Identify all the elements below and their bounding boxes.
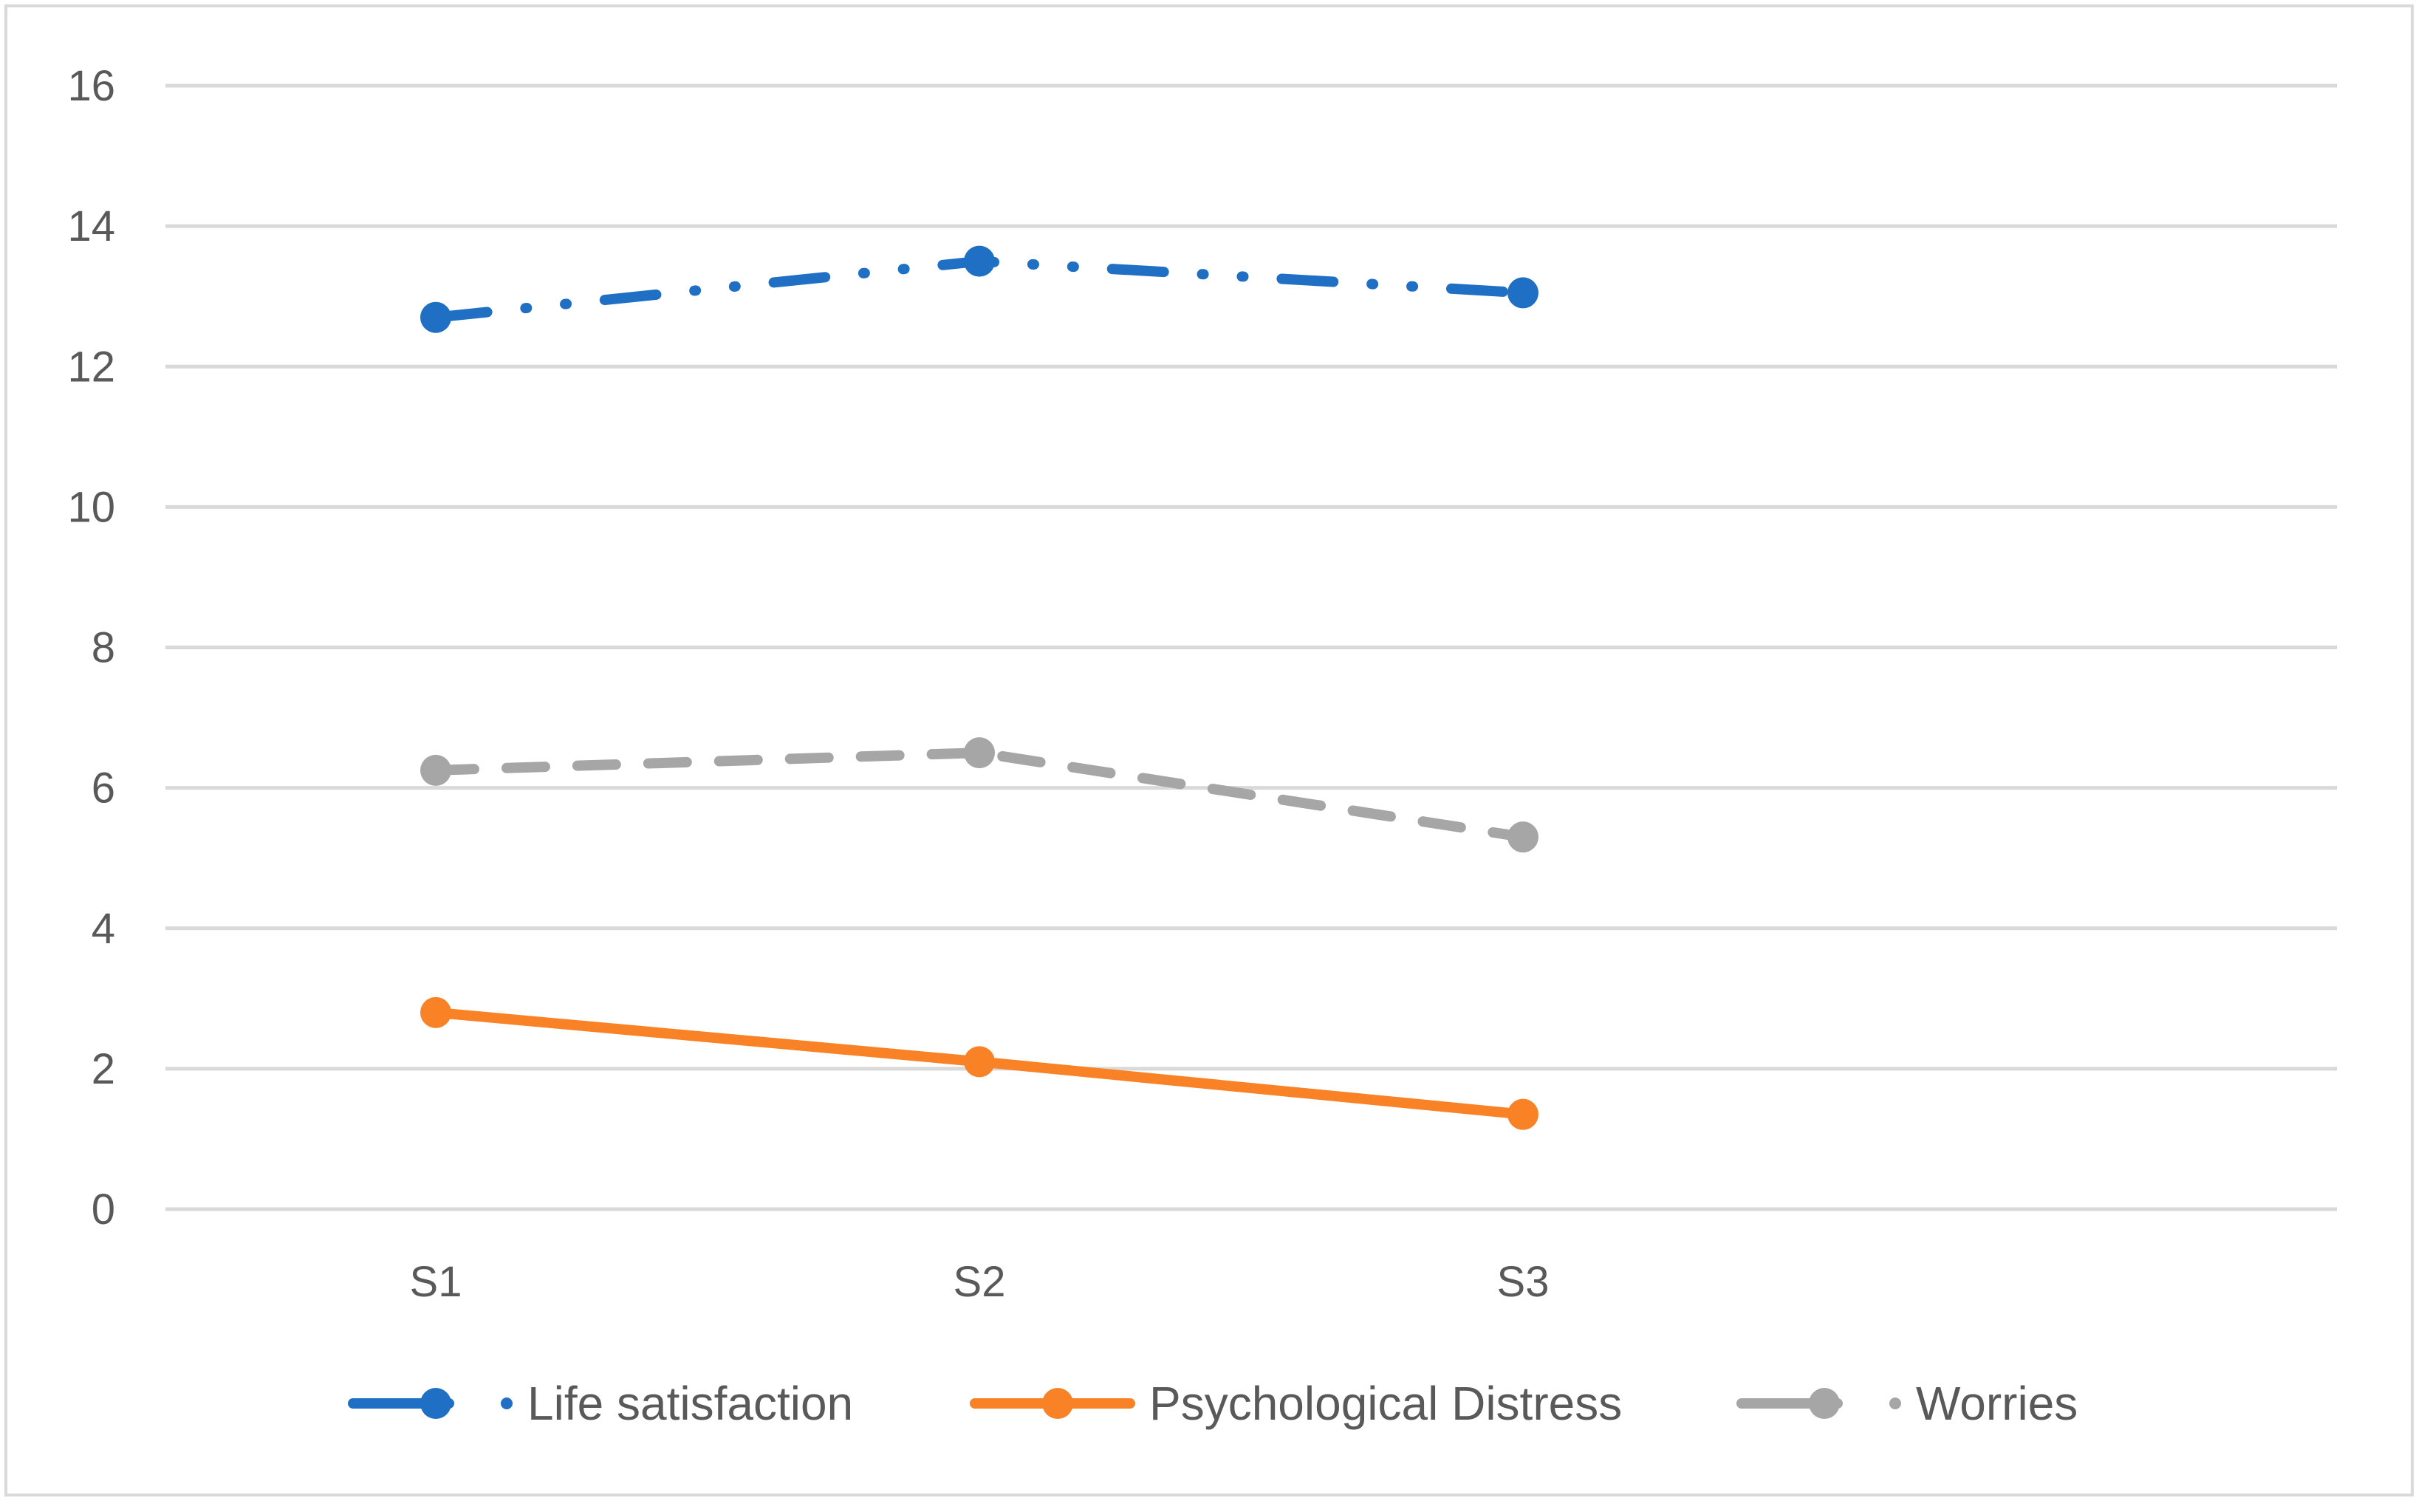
data-point: [964, 737, 995, 769]
legend-label: Psychological Distress: [1149, 1377, 1622, 1430]
x-tick-label: S1: [410, 1258, 462, 1306]
x-tick-label: S2: [954, 1258, 1006, 1306]
gridlines: [165, 83, 2337, 1211]
y-tick-label: 12: [67, 343, 115, 391]
x-axis-tick-labels: S1 S2 S3: [410, 1258, 1550, 1306]
data-point: [1507, 277, 1538, 309]
chart-frame: [4, 4, 2414, 1496]
x-tick-label: S3: [1497, 1258, 1550, 1306]
y-tick-label: 0: [92, 1186, 115, 1234]
y-tick-label: 6: [92, 764, 115, 813]
series-life-satisfaction: [420, 245, 1538, 333]
y-tick-label: 4: [92, 905, 115, 953]
series-worries: [420, 737, 1538, 853]
data-point: [420, 301, 451, 333]
data-point: [420, 754, 451, 786]
legend: Life satisfaction Psychological Distress W…: [348, 1377, 2078, 1430]
legend-label: Life satisfaction: [527, 1377, 853, 1430]
y-tick-label: 10: [67, 483, 115, 531]
series-psychological-distress: [420, 996, 1538, 1130]
y-axis-tick-labels: 0 2 4 6 8 10 12 14 16: [67, 62, 115, 1234]
data-point: [1507, 821, 1538, 853]
data-point: [964, 245, 995, 277]
series-line: [431, 748, 1528, 843]
data-point: [420, 996, 451, 1028]
y-tick-label: 14: [67, 202, 115, 250]
data-point: [964, 1046, 995, 1078]
data-point: [1507, 1098, 1538, 1130]
legend-item: Worries: [1736, 1377, 2078, 1430]
legend-swatch-dot: [1889, 1398, 1901, 1409]
legend-label: Worries: [1916, 1377, 2078, 1430]
legend-swatch-dot: [501, 1398, 513, 1409]
legend-marker: [420, 1388, 451, 1419]
legend-marker: [1042, 1388, 1073, 1419]
legend-marker: [1809, 1388, 1840, 1419]
legend-item: Life satisfaction: [348, 1377, 853, 1430]
y-tick-label: 2: [92, 1045, 115, 1093]
series-lines: [420, 245, 1538, 1130]
y-tick-label: 16: [67, 62, 115, 110]
y-tick-label: 8: [92, 624, 115, 672]
legend-item: Psychological Distress: [970, 1377, 1622, 1430]
